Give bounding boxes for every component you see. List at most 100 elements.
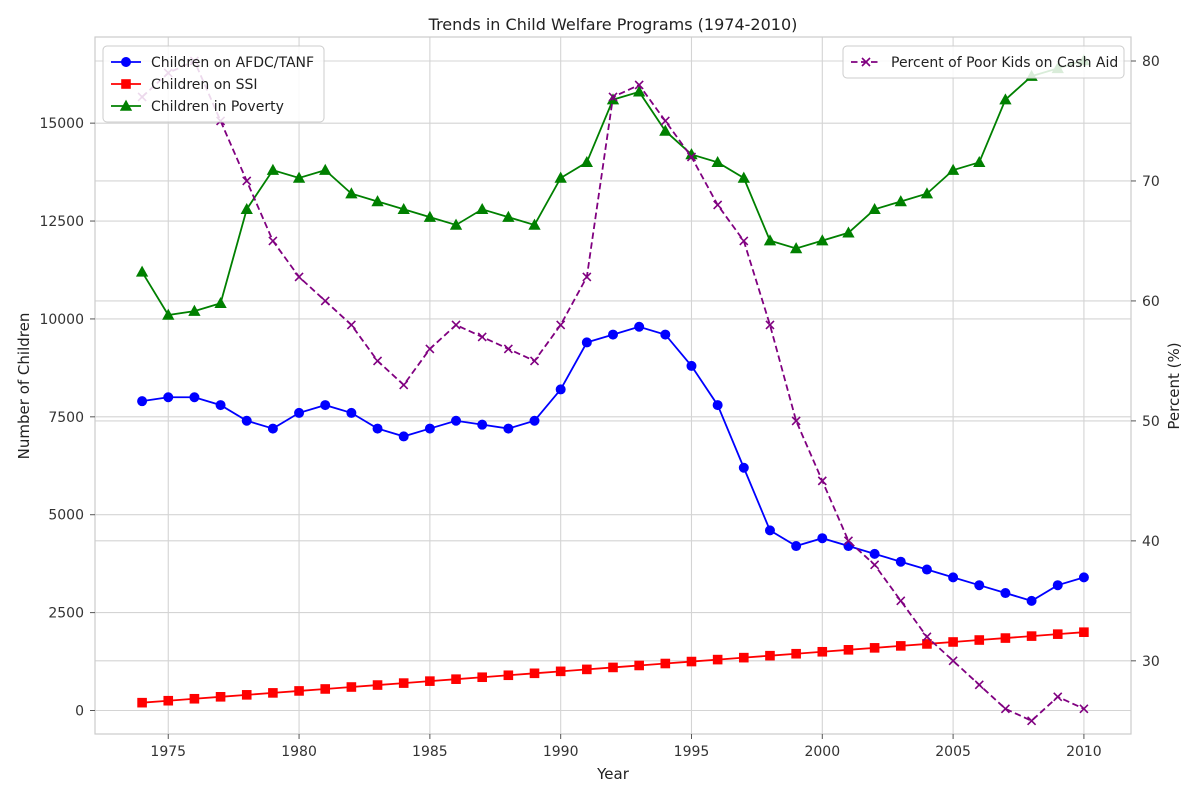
data-point — [425, 676, 435, 686]
data-point — [634, 80, 644, 90]
data-point — [556, 320, 566, 330]
y2-tick-label: 30 — [1142, 654, 1160, 670]
data-point — [162, 308, 175, 320]
data-point — [1053, 692, 1063, 702]
data-point — [817, 533, 828, 544]
legend-label: Percent of Poor Kids on Cash Aid — [891, 55, 1118, 71]
data-point — [634, 660, 644, 671]
chart-title: Trends in Child Welfare Programs (1974-2… — [428, 15, 798, 34]
x-tick-label: 1990 — [543, 744, 579, 760]
data-point — [948, 656, 958, 666]
data-point — [398, 431, 409, 442]
x-axis-label: Year — [596, 765, 630, 783]
data-point — [294, 686, 304, 696]
data-point — [1027, 716, 1037, 726]
y-tick-label: 15000 — [39, 116, 84, 132]
data-point — [371, 195, 384, 207]
data-point — [1026, 631, 1037, 641]
data-point — [608, 92, 618, 102]
data-point — [163, 695, 174, 706]
data-point — [372, 356, 383, 366]
data-point — [712, 400, 723, 411]
data-point — [215, 692, 226, 702]
data-point — [580, 155, 593, 168]
data-point — [686, 656, 697, 667]
y2-tick-label: 80 — [1142, 54, 1160, 70]
data-point — [503, 344, 513, 354]
y-tick-label: 0 — [75, 704, 84, 720]
data-point — [999, 93, 1012, 105]
x-tick-label: 1995 — [674, 744, 710, 760]
data-point — [451, 320, 461, 330]
y2-tick-label: 40 — [1142, 534, 1160, 550]
legend-left: Children on AFDC/TANF Children on SSI Chil… — [102, 45, 325, 123]
data-point — [868, 202, 881, 215]
data-point — [294, 272, 304, 282]
data-point — [1000, 588, 1011, 599]
data-point — [555, 666, 566, 677]
data-point — [188, 304, 201, 316]
y2-tick-label: 60 — [1142, 294, 1160, 310]
y-axis-label: Number of Children — [15, 313, 33, 460]
data-point — [582, 664, 592, 675]
x-tick-label: 1975 — [150, 744, 186, 760]
legend-entry: Children on AFDC/TANF — [111, 55, 314, 71]
data-point — [922, 632, 932, 642]
data-point — [895, 556, 906, 567]
data-point — [765, 320, 775, 330]
legend-label: Children on AFDC/TANF — [151, 55, 314, 71]
data-point — [137, 396, 148, 407]
y-tick-label: 10000 — [39, 312, 84, 328]
data-point — [529, 668, 540, 679]
data-point — [135, 265, 149, 277]
legend-swatch-marker — [121, 79, 131, 89]
data-point — [686, 152, 697, 162]
data-point — [476, 202, 489, 215]
legend-entry: Percent of Poor Kids on Cash Aid — [851, 55, 1118, 71]
data-point — [502, 210, 515, 222]
data-point — [268, 236, 278, 246]
data-point — [842, 226, 855, 238]
data-point — [449, 218, 463, 230]
grid — [95, 37, 1131, 734]
data-point — [242, 176, 252, 186]
data-point — [948, 637, 958, 647]
data-point — [451, 674, 461, 684]
data-point — [528, 218, 541, 230]
y-tick-label: 2500 — [48, 606, 84, 622]
data-point — [346, 407, 357, 418]
data-point — [660, 658, 671, 669]
data-point — [163, 392, 174, 403]
data-point — [1052, 580, 1063, 591]
data-point — [189, 392, 200, 403]
data-point — [451, 415, 462, 426]
data-point — [1000, 704, 1010, 714]
x-tick-label: 2000 — [804, 744, 840, 760]
data-point — [973, 155, 986, 168]
y2-tick-label: 70 — [1142, 174, 1160, 190]
data-point — [266, 163, 280, 175]
data-point — [633, 85, 646, 97]
legend-entry: Children in Poverty — [111, 99, 284, 115]
data-point — [660, 329, 671, 340]
data-point — [946, 163, 960, 175]
data-point — [319, 163, 332, 175]
legend-entry: Children on SSI — [111, 77, 258, 93]
legend-label: Children in Poverty — [151, 99, 284, 115]
data-point — [215, 400, 226, 411]
data-point — [292, 171, 306, 183]
x-axis-ticks: 1975 1980 1985 1990 1995 2000 2005 2010 — [150, 734, 1102, 760]
data-point — [660, 116, 670, 126]
y-tick-label: 5000 — [48, 508, 84, 524]
data-point — [529, 356, 540, 366]
data-point — [189, 693, 200, 704]
data-point — [974, 580, 985, 591]
data-point — [686, 360, 697, 371]
data-point — [1052, 629, 1063, 639]
legend-swatch-marker — [119, 99, 133, 111]
data-point — [1079, 704, 1089, 714]
data-point — [739, 652, 749, 663]
data-point — [346, 320, 356, 330]
